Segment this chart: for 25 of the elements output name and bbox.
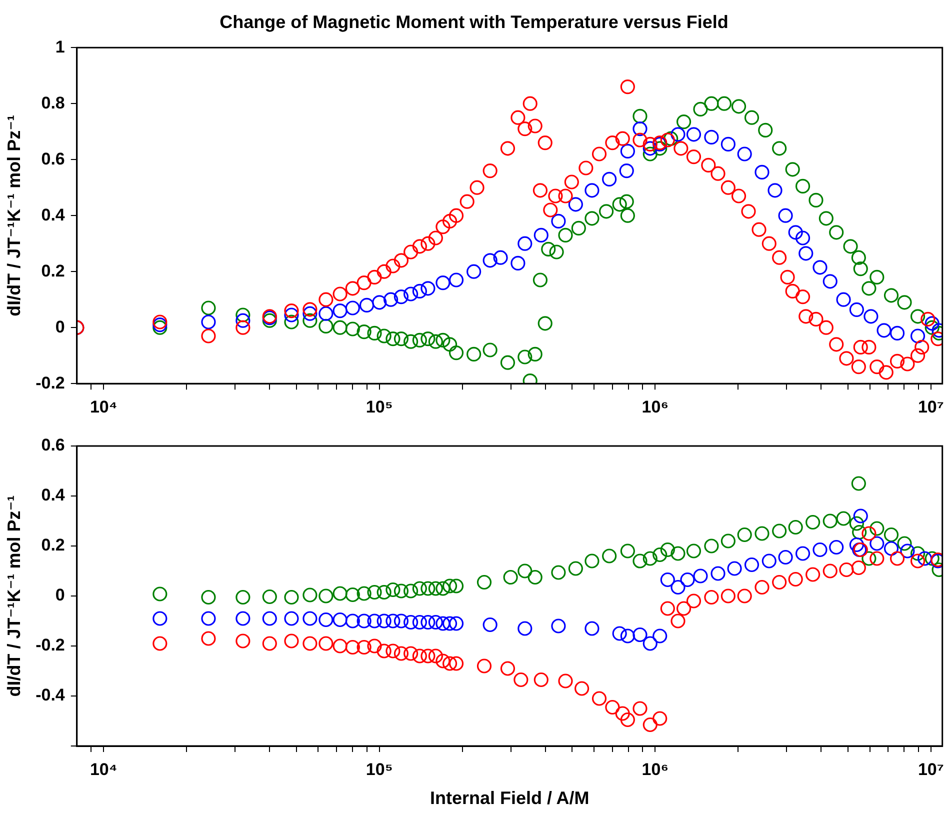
y-tick-label: 0.4 — [41, 486, 66, 505]
y-tick-label: 1 — [55, 37, 65, 56]
y-tick-label: 0 — [55, 317, 65, 336]
y-tick-label: -0.2 — [36, 373, 65, 392]
y-tick-label: -0.4 — [36, 686, 66, 705]
x-tick-label: 10⁷ — [918, 397, 944, 416]
x-tick-label: 10⁵ — [366, 760, 393, 779]
x-tick-label: 10⁷ — [918, 760, 944, 779]
y-tick-label: 0.8 — [41, 93, 65, 112]
x-axis-title: Internal Field / A/M — [430, 788, 590, 808]
y-axis-title: dI/dT / JT⁻¹K⁻¹ mol Pz⁻¹ — [4, 114, 24, 316]
chart-title: Change of Magnetic Moment with Temperature versus Field — [220, 12, 728, 32]
y-tick-label: 0 — [55, 586, 65, 605]
x-tick-label: 10⁴ — [90, 397, 118, 416]
x-tick-label: 10⁵ — [366, 397, 393, 416]
y-tick-label: 0.2 — [41, 536, 65, 555]
x-tick-label: 10⁶ — [642, 397, 669, 416]
y-tick-label: -0.2 — [36, 636, 65, 655]
y-tick-label: 0.6 — [41, 436, 65, 455]
y-tick-label: 0.6 — [41, 149, 65, 168]
x-tick-label: 10⁶ — [642, 760, 669, 779]
x-tick-label: 10⁴ — [90, 760, 118, 779]
y-tick-label: 0.4 — [41, 205, 66, 224]
y-tick-label: 0.2 — [41, 261, 65, 280]
y-axis-title: dI/dT / JT⁻¹K⁻¹ mol Pz⁻¹ — [4, 495, 24, 697]
